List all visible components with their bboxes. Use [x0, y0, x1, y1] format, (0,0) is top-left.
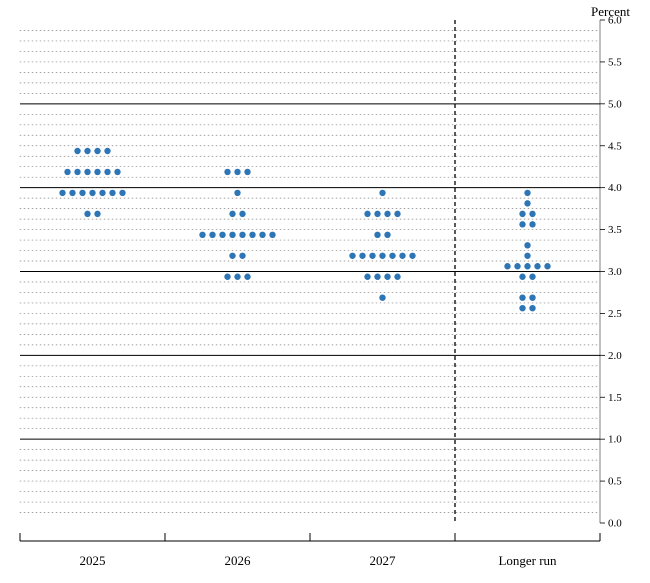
data-dot — [524, 263, 530, 269]
data-dot — [529, 274, 535, 280]
y-tick-label: 4.5 — [608, 140, 622, 152]
y-tick-label: 1.0 — [608, 434, 622, 446]
data-dot — [394, 274, 400, 280]
data-dot — [534, 263, 540, 269]
data-dot — [364, 274, 370, 280]
data-dot — [229, 253, 235, 259]
data-dot — [519, 221, 525, 227]
y-axis-title: Percent — [591, 4, 630, 19]
data-dot — [374, 274, 380, 280]
data-dot — [74, 148, 80, 154]
data-dot — [379, 294, 385, 300]
data-dot — [349, 253, 355, 259]
data-dot — [519, 305, 525, 311]
data-dot — [199, 232, 205, 238]
data-dot — [384, 274, 390, 280]
y-tick-label: 3.0 — [608, 266, 622, 278]
data-dot — [234, 274, 240, 280]
data-dot — [514, 263, 520, 269]
data-dot — [94, 211, 100, 217]
data-dot — [379, 190, 385, 196]
data-dot — [369, 253, 375, 259]
data-dot — [384, 211, 390, 217]
data-dot — [389, 253, 395, 259]
data-dot — [69, 190, 75, 196]
data-dot — [524, 190, 530, 196]
data-dot — [64, 169, 70, 175]
data-dot — [359, 253, 365, 259]
data-dot — [519, 274, 525, 280]
data-dot — [519, 211, 525, 217]
data-dot — [104, 169, 110, 175]
y-tick-label: 0.0 — [608, 518, 622, 530]
category-label: 2025 — [80, 553, 106, 568]
data-dot — [104, 148, 110, 154]
data-dot — [529, 221, 535, 227]
y-tick-label: 2.0 — [608, 350, 622, 362]
y-tick-label: 5.5 — [608, 56, 622, 68]
data-dot — [99, 190, 105, 196]
data-dot — [529, 294, 535, 300]
data-dot — [209, 232, 215, 238]
data-dot — [529, 305, 535, 311]
data-dot — [94, 148, 100, 154]
y-tick-label: 5.0 — [608, 98, 622, 110]
data-dot — [109, 190, 115, 196]
data-dot — [84, 211, 90, 217]
data-dot — [374, 232, 380, 238]
category-label: 2026 — [225, 553, 252, 568]
data-dot — [399, 253, 405, 259]
data-dot — [234, 190, 240, 196]
data-dot — [239, 232, 245, 238]
data-dot — [374, 211, 380, 217]
data-dot — [394, 211, 400, 217]
dot-plot-chart: 0.00.51.01.52.02.53.03.54.04.55.05.56.0P… — [0, 0, 650, 583]
y-tick-label: 2.5 — [608, 308, 622, 320]
data-dot — [524, 242, 530, 248]
data-dot — [224, 274, 230, 280]
data-dot — [244, 169, 250, 175]
data-dot — [504, 263, 510, 269]
y-tick-label: 4.0 — [608, 182, 622, 194]
data-dot — [219, 232, 225, 238]
data-dot — [74, 169, 80, 175]
data-dot — [84, 169, 90, 175]
data-dot — [89, 190, 95, 196]
data-dot — [239, 211, 245, 217]
data-dot — [379, 253, 385, 259]
data-dot — [229, 232, 235, 238]
y-tick-label: 1.5 — [608, 392, 622, 404]
data-dot — [269, 232, 275, 238]
data-dot — [524, 253, 530, 259]
data-dot — [79, 190, 85, 196]
dot-plot-svg: 0.00.51.01.52.02.53.03.54.04.55.05.56.0P… — [0, 0, 650, 583]
y-tick-label: 3.5 — [608, 224, 622, 236]
data-dot — [519, 294, 525, 300]
data-dot — [119, 190, 125, 196]
category-label: 2027 — [370, 553, 397, 568]
y-tick-label: 0.5 — [608, 476, 622, 488]
data-dot — [364, 211, 370, 217]
data-dot — [239, 253, 245, 259]
data-dot — [409, 253, 415, 259]
data-dot — [249, 232, 255, 238]
data-dot — [84, 148, 90, 154]
data-dot — [524, 200, 530, 206]
data-dot — [529, 211, 535, 217]
data-dot — [244, 274, 250, 280]
category-label: Longer run — [498, 553, 557, 568]
data-dot — [59, 190, 65, 196]
data-dot — [544, 263, 550, 269]
data-dot — [384, 232, 390, 238]
data-dot — [224, 169, 230, 175]
data-dot — [94, 169, 100, 175]
data-dot — [229, 211, 235, 217]
data-dot — [114, 169, 120, 175]
data-dot — [259, 232, 265, 238]
data-dot — [234, 169, 240, 175]
